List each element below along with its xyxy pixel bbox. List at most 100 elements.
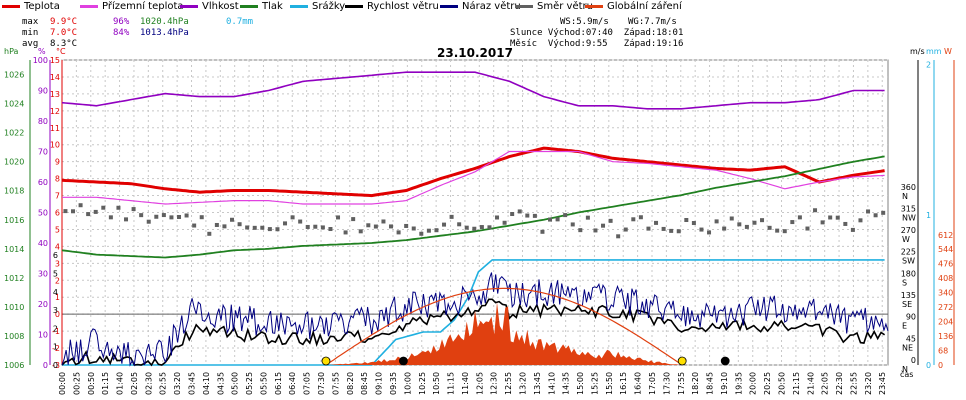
stat-min-label: min — [22, 28, 39, 38]
x-tick-label: 22:30 — [835, 372, 844, 395]
series-wind-dir-point — [328, 227, 333, 232]
tick-wind-dir: 180 — [901, 269, 916, 278]
x-tick-label: 22:05 — [821, 372, 830, 395]
tick-humidity: 20 — [38, 300, 48, 309]
series-wind-dir-point — [767, 225, 772, 230]
legend-swatch — [80, 4, 98, 8]
series-wind-dir-point — [63, 209, 68, 214]
tick-temperature: 5 — [55, 225, 60, 234]
tick-wind-compass: N — [902, 365, 908, 374]
x-tick-label: 02:55 — [159, 372, 168, 395]
tick-pressure: 1008 — [4, 332, 24, 341]
x-tick-label: 14:10 — [547, 372, 556, 395]
tick-humidity: 100 — [33, 56, 48, 65]
series-line-humidity — [61, 71, 885, 110]
tick-wind-compass: SW — [902, 257, 915, 266]
stat-min-pres: 1013.4hPa — [140, 28, 189, 38]
series-wind-dir-point — [601, 223, 606, 228]
tick-wind-compass: NW — [902, 213, 916, 222]
legend-bar: Teplota Přízemní teplota Vlhkost Tlak Srážky… — [0, 0, 966, 14]
x-tick-label: 22:55 — [849, 372, 858, 395]
legend-item-4: Srážky — [290, 1, 345, 12]
series-wind-dir-point — [192, 223, 197, 228]
x-tick-label: 07:05 — [303, 372, 312, 395]
chart-title: 23.10.2017 — [437, 46, 513, 60]
tick-wind-speed: 5 — [53, 270, 58, 279]
x-tick-label: 10:00 — [403, 372, 412, 395]
series-wind-dir-point — [389, 224, 394, 229]
tick-radiation: 204 — [938, 318, 953, 327]
tick-radiation: 136 — [938, 332, 953, 341]
x-tick-label: 08:20 — [346, 372, 355, 395]
series-wind-dir-point — [820, 220, 825, 225]
tick-wind-dir: 270 — [901, 226, 916, 235]
tick-humidity: 50 — [38, 209, 48, 218]
tick-pressure: 1024 — [4, 100, 24, 109]
x-tick-label: 14:35 — [562, 372, 571, 395]
tick-rain: 2 — [926, 61, 931, 70]
tick-temperature: 3 — [55, 259, 60, 268]
legend-label: Náraz větru — [462, 1, 521, 12]
tick-radiation: 0 — [938, 361, 943, 370]
series-wind-dir-point — [638, 215, 643, 220]
series-wind-dir-point — [108, 215, 113, 220]
tick-humidity: 80 — [38, 117, 48, 126]
tick-wind-dir: 0 — [911, 356, 916, 365]
stat-max-label: max — [22, 17, 39, 27]
x-tick-label: 20:50 — [778, 372, 787, 395]
series-wind-dir-point — [532, 213, 537, 218]
legend-item-1: Přízemní teplota — [80, 1, 184, 12]
series-wind-dir-point — [154, 214, 159, 219]
series-wind-dir-point — [744, 224, 749, 229]
x-tick-label: 23:20 — [864, 372, 873, 395]
tick-radiation: 544 — [938, 245, 953, 254]
series-wind-dir-point — [661, 226, 666, 231]
tick-temperature: -3 — [52, 361, 60, 370]
series-wind-dir-point — [866, 209, 871, 214]
series-wind-dir-point — [419, 231, 424, 236]
stat-avg-label: avg — [22, 39, 39, 49]
tick-temperature: 13 — [50, 90, 60, 99]
legend-label: Teplota — [24, 1, 60, 12]
x-tick-label: 11:40 — [461, 372, 470, 395]
tick-wind-dir: 90 — [906, 313, 916, 322]
tick-wind-speed: 2 — [53, 324, 58, 333]
tick-pressure: 1016 — [4, 216, 24, 225]
series-wind-dir-point — [813, 208, 818, 213]
x-tick-label: 17:55 — [677, 372, 686, 395]
x-tick-label: 18:20 — [691, 372, 700, 395]
tick-pressure: 1020 — [4, 158, 24, 167]
series-wind-dir-point — [237, 222, 242, 227]
series-wind-dir-point — [275, 227, 280, 232]
stat-sun: Slunce Východ:07:40 Západ:18:01 — [510, 28, 684, 38]
legend-label: Vlhkost — [202, 1, 239, 12]
stat-min-temp: 7.0°C — [50, 28, 78, 38]
x-tick-label: 21:40 — [806, 372, 815, 395]
axis-unit-humidity: % — [38, 47, 46, 56]
series-wind-dir-point — [426, 228, 431, 233]
x-tick-label: 15:50 — [605, 372, 614, 395]
series-wind-dir-point — [267, 227, 272, 232]
axis-unit-wind: m/s — [910, 47, 925, 56]
tick-radiation: 476 — [938, 260, 953, 269]
series-wind-dir-point — [442, 222, 447, 227]
series-wind-dir-point — [873, 213, 878, 218]
tick-pressure: 1010 — [4, 303, 24, 312]
series-wind-dir-point — [593, 228, 598, 233]
tick-temperature: 10 — [50, 141, 60, 150]
axis-unit-rain: mm — [926, 47, 942, 56]
stat-max-rain: 0.7mm — [226, 17, 254, 27]
x-tick-label: 10:25 — [418, 372, 427, 395]
x-tick-label: 05:50 — [259, 372, 268, 395]
series-wind-dir-point — [631, 217, 636, 222]
tick-wind-dir: 135 — [901, 291, 916, 300]
tick-temperature: 4 — [55, 242, 60, 251]
moon-marker — [399, 356, 408, 366]
series-line-temperature — [61, 146, 885, 198]
series-wind-dir-point — [790, 220, 795, 225]
tick-wind-speed: 0 — [53, 361, 58, 370]
series-wind-dir-point — [71, 209, 76, 214]
tick-wind-speed: 3 — [53, 306, 58, 315]
x-tick-label: 02:30 — [144, 372, 153, 395]
tick-pressure: 1018 — [4, 187, 24, 196]
